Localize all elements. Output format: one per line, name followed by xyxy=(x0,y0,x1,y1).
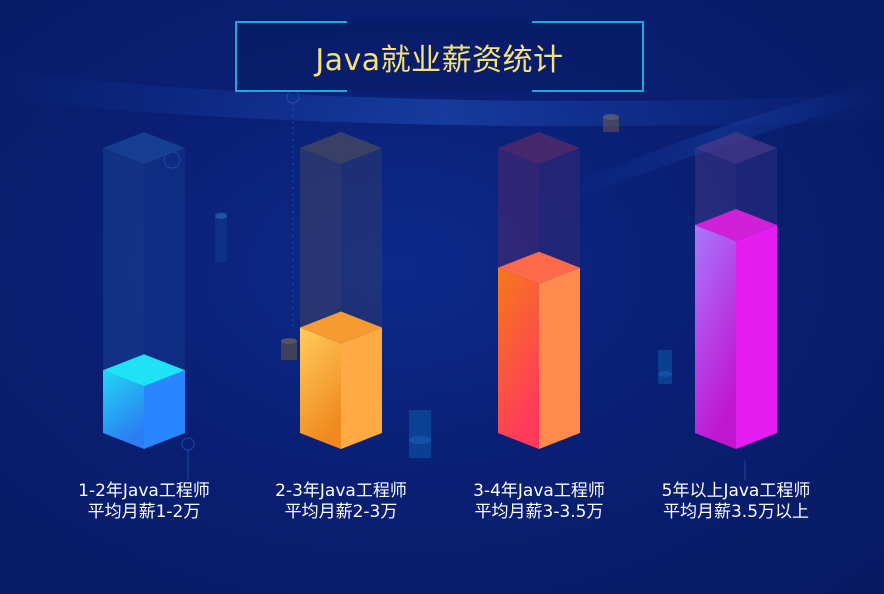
title-frame: Java就业薪资统计 xyxy=(235,21,644,92)
category-label: 1-2年Java工程师 平均月薪1-2万 xyxy=(54,481,234,523)
category-label-line1: 2-3年Java工程师 xyxy=(275,481,407,501)
bar-side xyxy=(736,224,777,449)
title-border-top-left xyxy=(235,21,347,23)
title-border-right xyxy=(642,21,644,92)
category-label: 2-3年Java工程师 平均月薪2-3万 xyxy=(251,481,431,523)
bar-top xyxy=(103,354,185,387)
light-streak xyxy=(0,70,884,127)
bar-group xyxy=(498,132,580,449)
bar-top xyxy=(695,208,777,241)
category-label: 3-4年Java工程师 平均月薪3-3.5万 xyxy=(449,481,629,523)
bar-side xyxy=(341,327,382,449)
title-border-bottom-right xyxy=(532,90,644,92)
title-border-top-right xyxy=(532,21,644,23)
bar-side xyxy=(539,267,580,449)
bar-front xyxy=(695,224,736,449)
category-label-line2: 平均月薪3-3.5万 xyxy=(474,502,604,522)
bar-glass-top xyxy=(103,132,185,164)
bar-front xyxy=(103,370,144,449)
category-label-line1: 3-4年Java工程师 xyxy=(473,481,605,501)
title-border-bottom-left xyxy=(235,90,347,92)
category-label-line1: 1-2年Java工程师 xyxy=(78,481,210,501)
category-label-line2: 平均月薪1-2万 xyxy=(87,502,201,522)
category-label-line1: 5年以上Java工程师 xyxy=(661,481,811,501)
category-label-line2: 平均月薪2-3万 xyxy=(284,502,398,522)
chart-title: Java就业薪资统计 xyxy=(315,42,564,78)
bar-glass-top xyxy=(695,132,777,164)
bar-front xyxy=(498,267,539,449)
bar-front xyxy=(300,327,341,449)
bar-group xyxy=(300,132,382,449)
title-border-left xyxy=(235,21,237,92)
category-label: 5年以上Java工程师 平均月薪3.5万以上 xyxy=(646,481,826,523)
bar-top xyxy=(498,251,580,284)
bar-group xyxy=(103,132,185,449)
floating-cylinder-decor xyxy=(163,90,746,480)
category-label-line2: 平均月薪3.5万以上 xyxy=(662,502,810,522)
bar-glass-top xyxy=(498,132,580,164)
bar-glass-top xyxy=(300,132,382,164)
bar-side xyxy=(144,370,185,449)
bar-group xyxy=(695,132,777,449)
bar-top xyxy=(300,311,382,344)
